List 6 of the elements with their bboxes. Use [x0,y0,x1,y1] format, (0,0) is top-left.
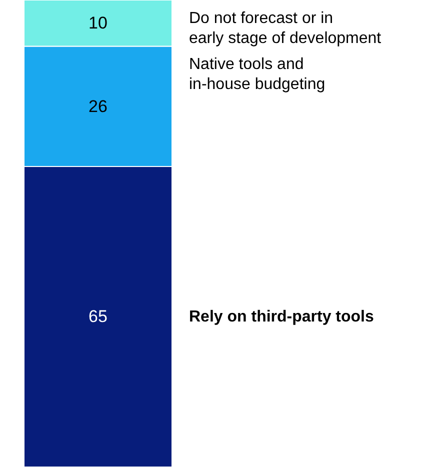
data-label: 26 [88,96,108,116]
series-label: Rely on third-party tools [189,308,374,326]
data-label: 10 [88,14,108,33]
data-label: 65 [88,307,108,326]
series-label: Do not forecast or in early stage of development [189,10,382,46]
series-label: Native tools and in-house budgeting [189,56,326,93]
